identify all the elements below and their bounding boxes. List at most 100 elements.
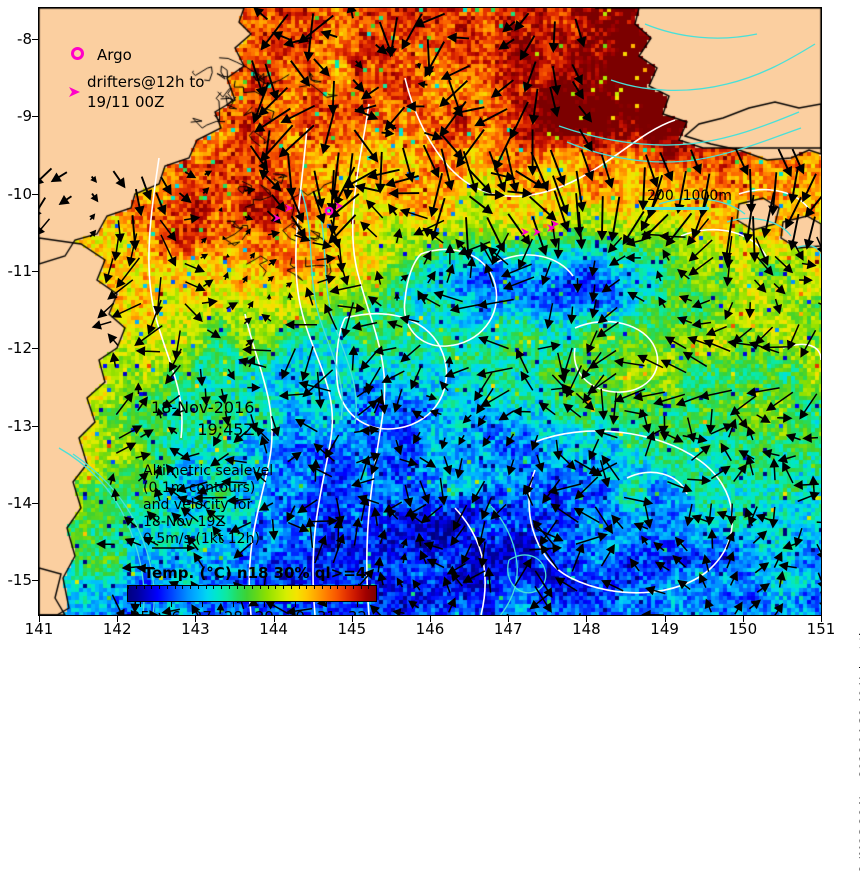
velocity-arrow — [271, 31, 291, 41]
velocity-arrow — [537, 341, 561, 352]
velocity-arrow — [442, 576, 452, 593]
velocity-arrow — [439, 132, 464, 160]
velocity-arrow — [365, 199, 384, 219]
map-plot-area[interactable]: Argo drifters@12h to 19/11 00Z 18-Nov-20… — [38, 7, 822, 616]
velocity-arrow — [360, 86, 380, 100]
map-raster-clip — [39, 8, 821, 615]
velocity-arrow — [705, 408, 716, 435]
velocity-arrow — [550, 503, 579, 523]
velocity-arrow — [320, 29, 338, 40]
velocity-arrow — [514, 558, 532, 587]
velocity-arrow — [468, 195, 494, 215]
velocity-arrow — [254, 426, 270, 442]
y-axis-tick-label: -9 — [17, 107, 32, 126]
velocity-arrow — [134, 325, 163, 347]
velocity-arrow — [733, 601, 743, 615]
velocity-arrow — [134, 188, 145, 217]
velocity-arrow — [493, 126, 517, 171]
velocity-arrow — [156, 407, 164, 419]
velocity-arrow — [707, 528, 718, 549]
velocity-arrow — [760, 342, 793, 353]
y-axis-tick — [32, 502, 38, 504]
velocity-arrow — [466, 256, 477, 279]
velocity-arrow — [726, 503, 737, 526]
velocity-arrow — [729, 570, 738, 586]
velocity-arrow — [816, 521, 821, 524]
velocity-arrow — [773, 602, 784, 615]
colorbar-minor-tick — [329, 586, 331, 589]
velocity-arrow — [506, 459, 516, 476]
velocity-arrow — [705, 325, 728, 337]
colorbar-tick-label: 30 — [286, 608, 305, 615]
velocity-arrow — [587, 372, 617, 394]
velocity-arrow — [352, 79, 365, 93]
velocity-arrow — [773, 282, 786, 295]
velocity-arrow — [622, 210, 645, 246]
velocity-arrow — [655, 270, 664, 282]
velocity-arrow — [710, 423, 734, 435]
velocity-arrow — [445, 263, 455, 283]
velocity-arrow — [674, 536, 688, 552]
velocity-arrow — [529, 591, 553, 610]
velocity-arrow — [327, 80, 339, 116]
velocity-arrow — [311, 516, 338, 526]
colorbar-minor-tick — [244, 586, 246, 589]
velocity-arrow — [111, 488, 120, 502]
velocity-arrow — [245, 228, 251, 235]
velocity-arrow — [725, 551, 735, 569]
drifter-marker-icon — [69, 87, 80, 97]
velocity-arrow — [201, 297, 218, 308]
velocity-arrow — [39, 218, 51, 235]
velocity-arrow — [558, 452, 577, 470]
velocity-arrow — [565, 365, 583, 398]
velocity-arrow — [632, 391, 665, 402]
colorbar-tick — [171, 602, 173, 607]
y-axis-tick-label: -10 — [7, 184, 33, 203]
velocity-arrow — [540, 544, 559, 571]
velocity-arrow — [381, 128, 395, 138]
velocity-arrow — [278, 390, 313, 401]
velocity-arrow — [386, 507, 399, 520]
velocity-arrow — [535, 528, 564, 542]
velocity-arrow — [205, 509, 226, 525]
velocity-arrow — [490, 171, 516, 182]
velocity-arrow — [446, 32, 470, 43]
velocity-arrow — [244, 214, 254, 221]
velocity-arrow — [574, 459, 600, 475]
x-axis-tick — [508, 616, 510, 622]
velocity-arrow — [768, 506, 779, 529]
sst-map-figure: Argo drifters@12h to 19/11 00Z 18-Nov-20… — [7, 7, 860, 875]
colorbar[interactable]: Temp. (°C) n18 30% ql>=4 25 26 27 28 29 30 31 3… — [127, 564, 383, 615]
velocity-arrow — [445, 355, 454, 368]
y-axis-tick-label: -14 — [7, 493, 33, 512]
velocity-arrow — [575, 392, 595, 411]
velocity-arrow-group — [39, 8, 821, 615]
velocity-arrow — [755, 237, 769, 266]
velocity-arrow — [193, 492, 227, 503]
velocity-arrow — [420, 505, 443, 524]
velocity-arrow — [677, 579, 691, 591]
drifter-marker — [285, 204, 293, 212]
velocity-arrow — [247, 383, 261, 393]
velocity-arrow — [419, 480, 431, 505]
velocity-arrow — [659, 151, 674, 182]
colorbar-minor-tick — [306, 586, 308, 589]
velocity-arrow — [400, 538, 408, 549]
velocity-arrow — [335, 497, 345, 526]
velocity-arrow — [768, 172, 779, 216]
velocity-arrow — [777, 148, 793, 178]
velocity-arrow — [490, 79, 514, 98]
velocity-arrow — [732, 327, 753, 344]
colorbar-minor-tick — [166, 586, 168, 589]
velocity-arrow — [360, 426, 379, 436]
velocity-arrow — [507, 187, 533, 199]
velocity-arrow — [226, 368, 235, 381]
velocity-arrow — [369, 454, 380, 475]
velocity-arrow — [529, 195, 557, 222]
velocity-arrow — [478, 335, 509, 350]
velocity-arrow — [601, 454, 620, 481]
velocity-arrow — [554, 577, 578, 592]
velocity-arrow — [268, 519, 279, 541]
velocity-arrow — [773, 551, 783, 568]
velocity-arrow — [698, 573, 708, 588]
